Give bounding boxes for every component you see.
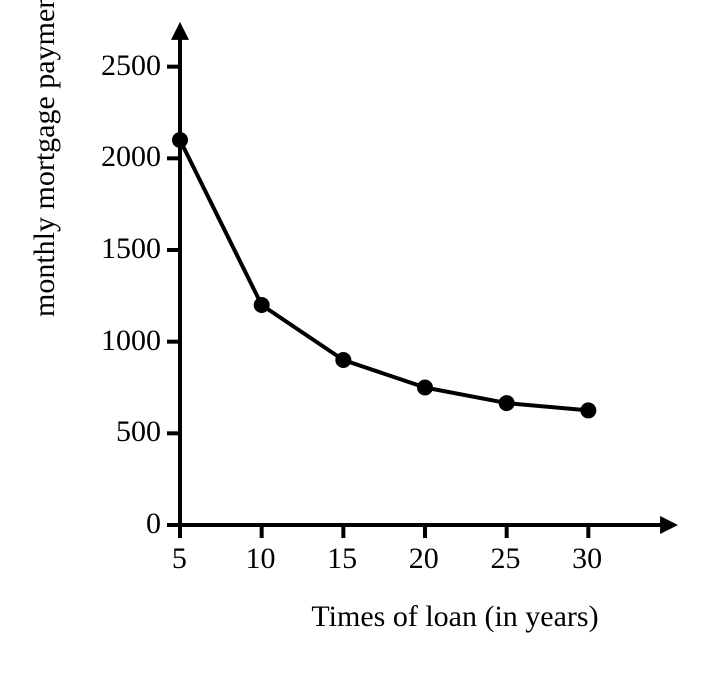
data-point	[335, 352, 351, 368]
chart-container: monthly mortgage payment Times of loan (…	[0, 0, 722, 673]
y-tick-label: 2500	[101, 49, 161, 83]
y-tick-label: 500	[116, 415, 161, 449]
x-tick-label: 5	[172, 542, 187, 576]
x-tick-label: 15	[327, 542, 357, 576]
y-tick-label: 2000	[101, 140, 161, 174]
y-tick-label: 1500	[101, 232, 161, 266]
data-point	[580, 402, 596, 418]
data-point	[417, 380, 433, 396]
data-line	[180, 140, 588, 410]
y-axis-label: monthly mortgage payment	[28, 237, 62, 317]
data-point	[499, 395, 515, 411]
y-tick-label: 1000	[101, 324, 161, 358]
data-point	[172, 132, 188, 148]
x-axis-label: Times of loan (in years)	[265, 600, 645, 634]
x-tick-label: 30	[572, 542, 602, 576]
y-tick-label: 0	[146, 507, 161, 541]
x-tick-label: 25	[490, 542, 520, 576]
x-tick-label: 20	[409, 542, 439, 576]
data-point	[254, 297, 270, 313]
x-tick-label: 10	[245, 542, 275, 576]
